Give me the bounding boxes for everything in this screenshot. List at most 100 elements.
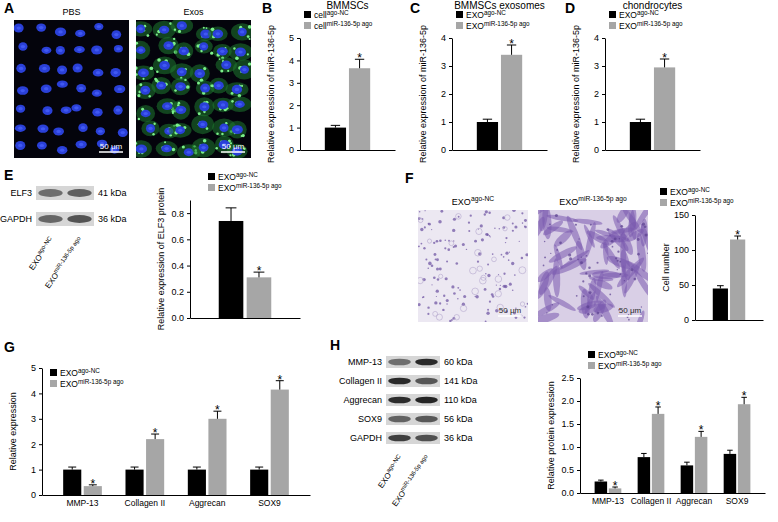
blot-size-label: 36 kDa bbox=[98, 214, 127, 224]
stained-dot bbox=[431, 229, 432, 230]
blot-band bbox=[67, 215, 91, 223]
tick: 0 bbox=[31, 490, 42, 500]
vesicle bbox=[155, 79, 158, 82]
bar bbox=[250, 470, 268, 495]
stained-dot bbox=[458, 216, 460, 218]
bar bbox=[188, 470, 206, 495]
nucleus bbox=[18, 42, 27, 51]
nucleus bbox=[94, 23, 103, 30]
stained-dot bbox=[614, 237, 617, 240]
stained-dot bbox=[500, 285, 501, 286]
legend-swatch bbox=[304, 22, 311, 29]
nucleus bbox=[219, 124, 228, 133]
tick-mark bbox=[577, 424, 580, 425]
vesicle bbox=[231, 100, 234, 103]
label-main: cell bbox=[314, 21, 327, 31]
stained-dot bbox=[489, 235, 491, 237]
nucleus bbox=[14, 23, 24, 32]
scale-bar bbox=[618, 315, 642, 317]
stained-dot bbox=[524, 226, 527, 229]
error-stem bbox=[729, 450, 730, 454]
stained-dot bbox=[609, 234, 610, 235]
stained-dot bbox=[586, 305, 589, 308]
cell-body bbox=[171, 78, 191, 95]
error-bar bbox=[331, 125, 340, 127]
tick-label: 1 bbox=[441, 117, 446, 127]
bar bbox=[208, 419, 226, 495]
y-axis: 01234 bbox=[441, 33, 453, 155]
nucleus bbox=[175, 106, 186, 114]
bar bbox=[125, 470, 143, 495]
bar bbox=[595, 482, 608, 494]
label-main: Exos bbox=[183, 7, 204, 17]
error-bar bbox=[598, 480, 604, 481]
label: EXOago-NC bbox=[26, 235, 56, 272]
pore bbox=[503, 227, 507, 231]
tick-label: 0 bbox=[31, 490, 36, 500]
error-bar bbox=[636, 119, 645, 122]
blot-band bbox=[388, 397, 411, 404]
label-main: EXO bbox=[466, 10, 484, 20]
nucleus-core bbox=[16, 26, 20, 29]
vesicle bbox=[210, 52, 213, 55]
stained-dot bbox=[596, 312, 599, 315]
legend-swatch bbox=[660, 199, 667, 206]
blot-strip bbox=[36, 186, 94, 200]
scale-bar-label: 50 μm bbox=[619, 306, 642, 315]
tick-mark bbox=[297, 128, 300, 129]
tick-mark bbox=[602, 150, 605, 151]
tick-mark bbox=[187, 213, 190, 214]
stained-dot bbox=[505, 252, 508, 255]
axis-title: Relative expression bbox=[8, 392, 18, 471]
stained-dot bbox=[634, 278, 637, 281]
label-main: PBS bbox=[62, 7, 80, 17]
vesicle bbox=[172, 112, 174, 114]
stained-dot bbox=[492, 295, 495, 298]
stained-dot bbox=[418, 303, 421, 306]
legend-swatch bbox=[50, 369, 57, 376]
panel-label: B bbox=[262, 0, 272, 16]
axis-line bbox=[190, 201, 191, 319]
blot-band bbox=[388, 378, 411, 385]
nucleus-core bbox=[204, 32, 208, 35]
nucleus-core bbox=[75, 66, 79, 69]
nucleus bbox=[235, 101, 245, 108]
stained-dot bbox=[588, 266, 591, 269]
stained-dot bbox=[617, 269, 618, 270]
tick: 4 bbox=[289, 56, 300, 66]
marks bbox=[219, 208, 272, 318]
tick: 2.5 bbox=[561, 373, 580, 383]
stained-dot bbox=[619, 238, 620, 239]
cell-body bbox=[171, 20, 194, 34]
stained-dot bbox=[419, 211, 421, 213]
stained-dot bbox=[505, 237, 507, 239]
vesicle bbox=[248, 62, 251, 65]
vesicle bbox=[136, 42, 137, 44]
tick-mark bbox=[297, 60, 300, 61]
nucleus-core bbox=[220, 50, 224, 53]
tick: 0 bbox=[684, 315, 695, 325]
blot-band bbox=[388, 359, 411, 366]
scale-bar bbox=[498, 315, 522, 317]
tick: MMP-13 bbox=[66, 495, 98, 508]
bar bbox=[477, 122, 498, 150]
stained-dot bbox=[514, 225, 517, 228]
axis-title: Relative expression of miR-136-5p bbox=[266, 25, 276, 163]
significance: * bbox=[277, 373, 282, 387]
vesicle bbox=[139, 83, 142, 86]
stained-dot bbox=[424, 226, 426, 228]
bar-chart: 012345*Relative expression of miR-136-5p… bbox=[266, 0, 396, 163]
stained-dot bbox=[470, 215, 472, 217]
vesicle bbox=[215, 147, 218, 150]
stained-cell bbox=[583, 291, 596, 315]
stained-dot bbox=[421, 243, 423, 245]
stained-dot bbox=[431, 284, 432, 285]
nucleus-core bbox=[141, 71, 145, 74]
stained-dot bbox=[468, 222, 470, 224]
nucleus bbox=[114, 45, 123, 52]
error-cap bbox=[636, 119, 645, 120]
label: EXOmiR-136-5p ago bbox=[218, 182, 282, 193]
bar bbox=[63, 470, 81, 495]
cell-body bbox=[191, 115, 214, 135]
tick-label: SOX9 bbox=[726, 496, 749, 506]
